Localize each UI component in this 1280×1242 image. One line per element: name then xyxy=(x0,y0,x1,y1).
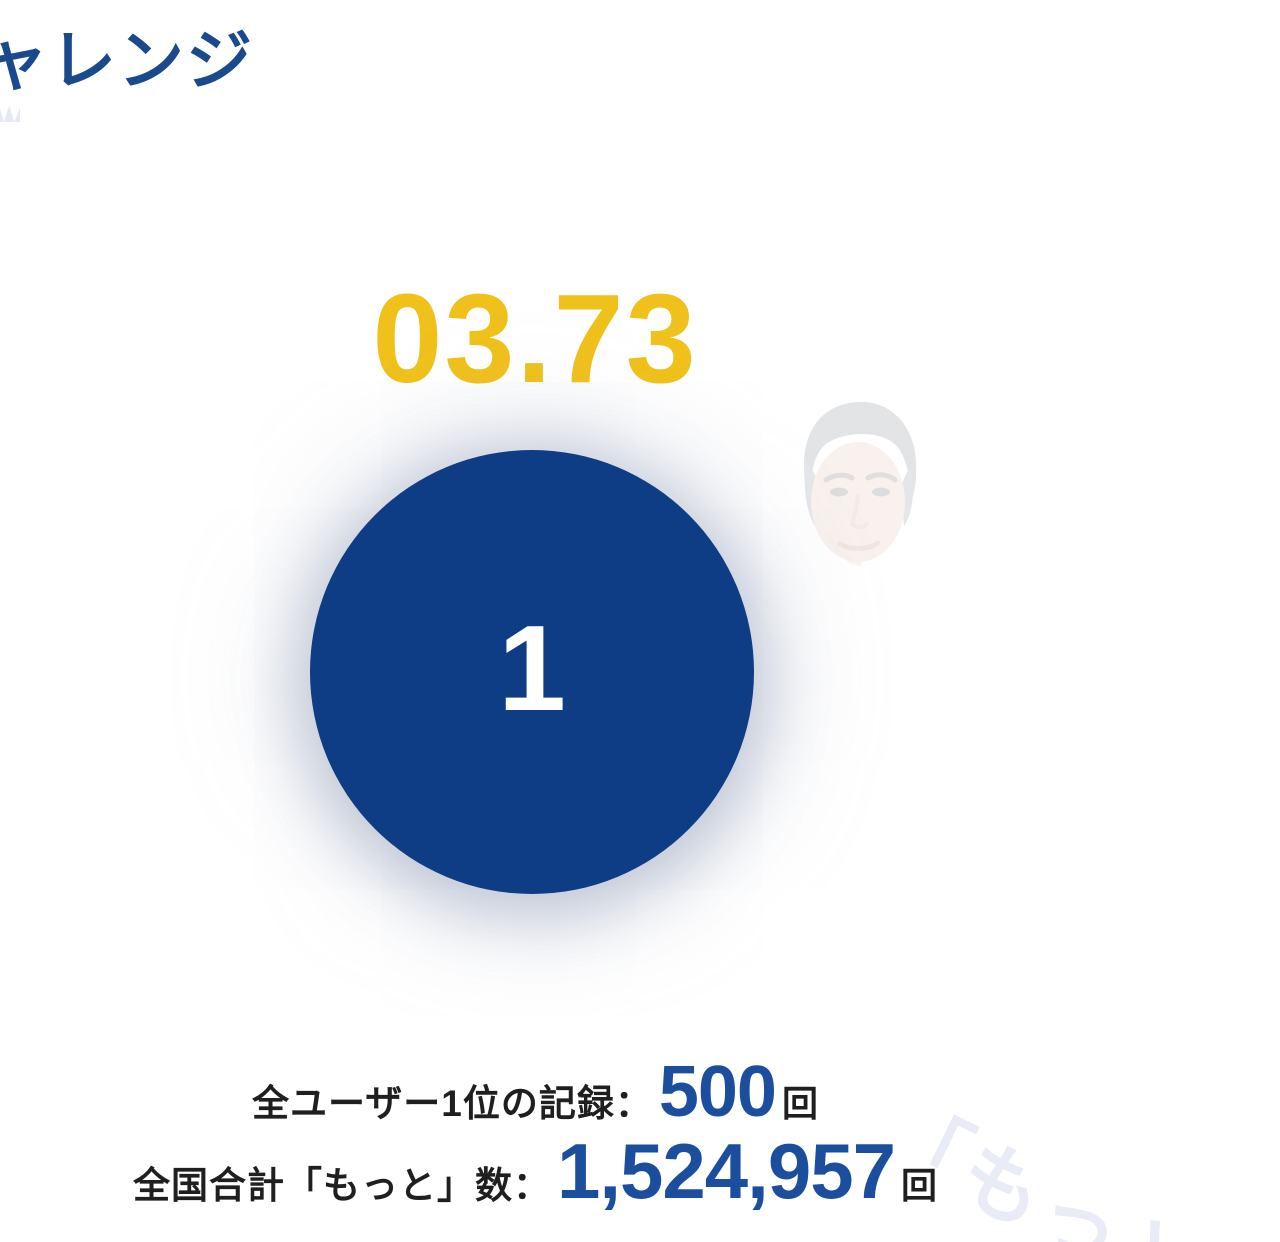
cutoff-element-fragment xyxy=(0,104,20,122)
page-title: ャレンジ xyxy=(0,23,254,97)
countdown-timer: 03.73 xyxy=(372,268,698,409)
stat-row-national-total: 全国合計「もっと」数： 1,524,957 回 xyxy=(133,1132,937,1210)
face-image xyxy=(804,401,917,566)
stat-unit: 回 xyxy=(781,1083,818,1124)
tap-count: 1 xyxy=(498,600,566,736)
motto-tap-button[interactable]: 1 xyxy=(310,450,754,894)
stat-label: 全ユーザー1位の記録： xyxy=(252,1083,653,1124)
stat-label: 全国合計「もっと」数： xyxy=(132,1165,551,1206)
stat-row-top-record: 全ユーザー1位の記録： 500 回 xyxy=(252,1056,818,1128)
stat-unit: 回 xyxy=(901,1165,938,1206)
stat-value: 1,524,957 xyxy=(556,1127,896,1215)
floating-face-image xyxy=(792,396,924,584)
stat-value: 500 xyxy=(658,1052,777,1132)
stats-block: 全ユーザー1位の記録： 500 回 全国合計「もっと」数： 1,524,957 … xyxy=(0,1056,1070,1210)
